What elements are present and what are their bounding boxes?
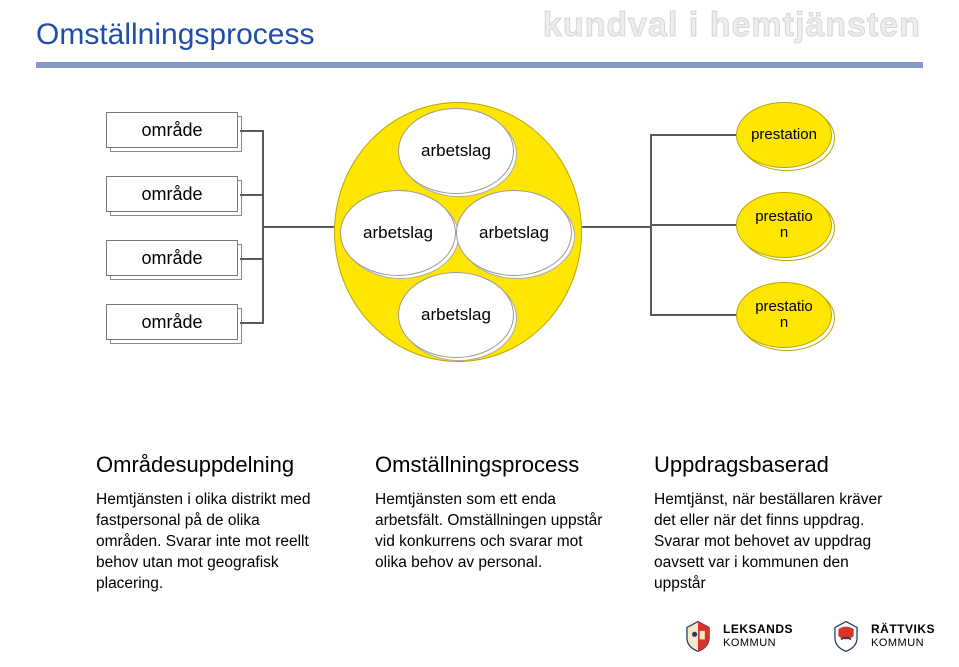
workteam-bubble-3: arbetslag <box>456 190 572 276</box>
workteam-bubble-4: arbetslag <box>398 272 514 358</box>
watermark-text: kundval i hemtjänsten <box>543 6 921 45</box>
crest-icon <box>829 619 863 653</box>
columns: Områdesuppdelning Hemtjänsten i olika di… <box>36 436 923 595</box>
title-underline <box>36 62 923 68</box>
connector <box>262 226 334 228</box>
area-box-label: område <box>141 184 202 205</box>
column-body: Hemtjänst, när beställaren kräver det el… <box>654 490 883 595</box>
logo-text: LEKSANDS KOMMUN <box>723 623 793 648</box>
column-1: Områdesuppdelning Hemtjänsten i olika di… <box>96 452 325 595</box>
column-body: Hemtjänsten som ett enda arbetsfält. Oms… <box>375 490 604 574</box>
area-box-4: område <box>106 304 238 340</box>
area-box-1: område <box>106 112 238 148</box>
workteam-label: arbetslag <box>421 141 491 161</box>
area-box-3: område <box>106 240 238 276</box>
result-label: prestatio n <box>755 299 813 332</box>
logo-name: LEKSANDS <box>723 622 793 636</box>
workteam-bubble-2: arbetslag <box>340 190 456 276</box>
logo-sub: KOMMUN <box>723 637 793 649</box>
workteam-label: arbetslag <box>421 305 491 325</box>
logo-rattvik: RÄTTVIKS KOMMUN <box>829 619 935 653</box>
connector <box>650 224 736 226</box>
workteam-label: arbetslag <box>479 223 549 243</box>
result-circle-1: prestation <box>736 102 832 168</box>
column-title: Uppdragsbaserad <box>654 452 883 478</box>
column-body: Hemtjänsten i olika distrikt med fastper… <box>96 490 325 595</box>
connector <box>650 134 736 136</box>
workteam-bubble-1: arbetslag <box>398 108 514 194</box>
connector <box>240 130 262 132</box>
area-box-label: område <box>141 312 202 333</box>
connector <box>240 322 262 324</box>
column-title: Omställningsprocess <box>375 452 604 478</box>
area-box-label: område <box>141 248 202 269</box>
crest-icon <box>681 619 715 653</box>
column-2: Omställningsprocess Hemtjänsten som ett … <box>375 452 604 595</box>
result-circle-2: prestatio n <box>736 192 832 258</box>
logo-leksand: LEKSANDS KOMMUN <box>681 619 793 653</box>
column-3: Uppdragsbaserad Hemtjänst, när beställar… <box>654 452 883 595</box>
connector <box>240 194 262 196</box>
workteam-label: arbetslag <box>363 223 433 243</box>
connector <box>240 258 262 260</box>
slide: kundval i hemtjänsten Omställningsproces… <box>0 0 959 667</box>
area-box-2: område <box>106 176 238 212</box>
logo-sub: KOMMUN <box>871 637 935 649</box>
area-box-label: område <box>141 120 202 141</box>
connector <box>582 226 650 228</box>
result-label: prestatio n <box>755 209 813 242</box>
logo-name: RÄTTVIKS <box>871 622 935 636</box>
result-circle-3: prestatio n <box>736 282 832 348</box>
connector <box>650 314 736 316</box>
logo-text: RÄTTVIKS KOMMUN <box>871 623 935 648</box>
column-title: Områdesuppdelning <box>96 452 325 478</box>
diagram: område område område område arbetslag ar… <box>36 96 923 436</box>
footer-logos: LEKSANDS KOMMUN RÄTTVIKS KOMMUN <box>681 619 935 653</box>
result-label: prestation <box>751 127 817 144</box>
